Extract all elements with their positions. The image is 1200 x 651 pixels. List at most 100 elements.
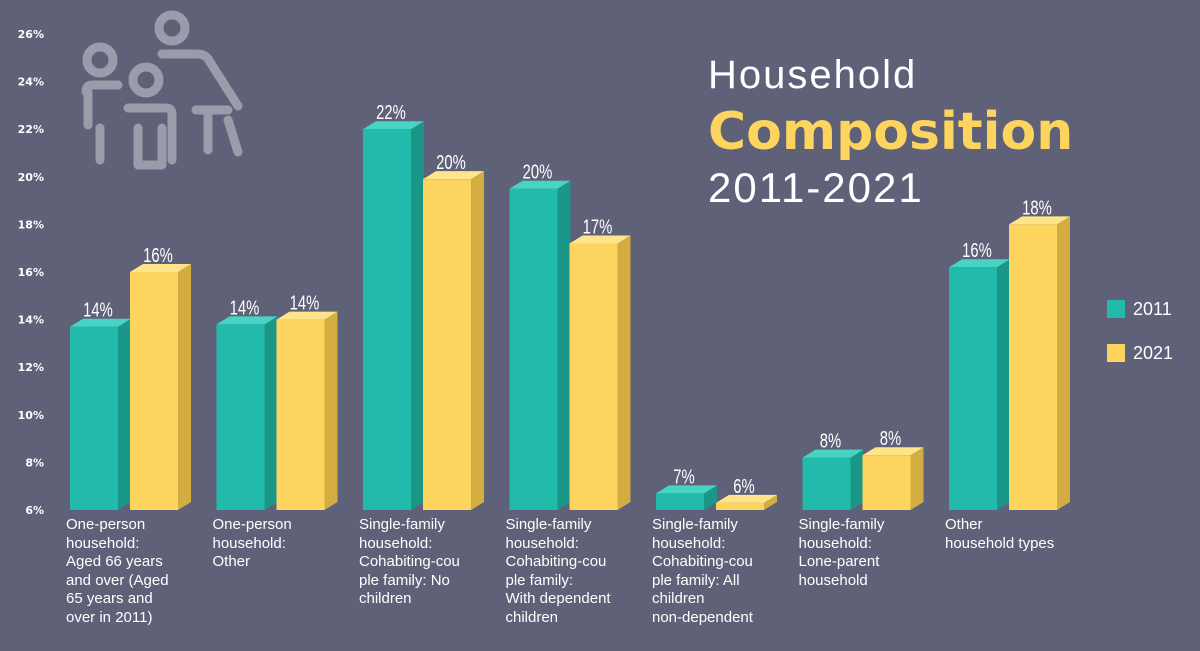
category-label-line: Single-family — [652, 516, 738, 533]
category-label-line: household — [798, 571, 868, 589]
bar-2011-2-top — [363, 121, 424, 130]
category-label-line: ple family: — [505, 571, 574, 589]
bar-2011-4-top — [656, 485, 717, 494]
bar-2021-2 — [423, 179, 471, 510]
category-label-line: and over (Aged — [66, 571, 169, 589]
legend-item-2021: 2021 — [1107, 338, 1173, 368]
title-line-household: Household — [708, 53, 918, 97]
category-label-line: One-person — [212, 516, 292, 533]
legend: 2011 2021 — [1107, 294, 1173, 382]
bar-2021-4 — [716, 502, 764, 510]
category-label-line: Aged 66 years — [66, 553, 163, 570]
category-label-5: Single-family household: Lone-parent househ… — [799, 516, 949, 590]
data-label-2011-6: 16% — [962, 239, 992, 262]
bar-2011-2 — [363, 129, 411, 510]
bar-2011-2-side — [411, 121, 424, 510]
data-label-2021-6: 18% — [1022, 196, 1052, 219]
title-line-years: 2011-2021 — [708, 164, 924, 211]
category-label-line: household: — [359, 534, 433, 552]
category-label-line: children — [359, 590, 412, 607]
category-label-6: Other household types — [945, 516, 1095, 553]
bar-2011-1-top — [216, 316, 278, 325]
bar-2021-5-top — [862, 447, 924, 456]
category-label-line: household: — [505, 534, 579, 552]
bar-2011-1 — [216, 324, 265, 510]
bar-2011-0-side — [118, 318, 131, 510]
bar-2011-4 — [656, 493, 704, 510]
data-label-2021-0: 16% — [143, 244, 173, 267]
bar-2021-3-top — [569, 235, 631, 244]
bar-2021-0-top — [130, 264, 191, 272]
title-line-composition: Composition — [708, 102, 1074, 162]
category-label-line: Cohabiting-cou — [652, 553, 753, 570]
bar-2021-2-top — [423, 171, 484, 180]
category-label-line: Cohabiting-cou — [359, 553, 460, 570]
y-tick-label: 20% — [18, 171, 44, 184]
category-label-2: Single-family household: Cohabiting-cou ple… — [359, 516, 509, 609]
bar-2011-5-top — [802, 449, 864, 458]
legend-swatch-2011 — [1107, 300, 1125, 318]
bar-2011-6-top — [949, 259, 1010, 268]
legend-swatch-2021 — [1107, 344, 1125, 362]
data-label-2021-4: 6% — [733, 475, 754, 498]
bar-2021-3-side — [617, 235, 631, 510]
category-label-0: One-person household: Aged 66 years and ove… — [66, 516, 216, 627]
bar-2011-3-top — [509, 180, 571, 189]
category-label-line: household: — [798, 534, 872, 552]
y-tick-label: 8% — [25, 456, 44, 469]
bar-2021-2-side — [471, 171, 484, 510]
category-label-line: household: — [652, 534, 726, 552]
category-label-line: Other — [212, 553, 251, 570]
category-label-line: Single-family — [505, 516, 592, 533]
category-label-line: One-person — [66, 516, 146, 533]
data-label-2011-2: 22% — [376, 101, 406, 124]
bar-2021-0 — [130, 272, 178, 510]
y-tick-label: 10% — [18, 409, 44, 422]
bar-2021-6 — [1009, 224, 1057, 510]
bar-2021-6-side — [1057, 216, 1070, 510]
bar-2021-0-side — [178, 264, 191, 510]
family-people-icon — [81, 10, 243, 170]
category-label-4: Single-family household: Cohabiting-cou ple… — [652, 516, 802, 627]
data-label-2011-4: 7% — [673, 465, 694, 488]
bar-2021-4-top — [716, 494, 777, 503]
y-tick-label: 6% — [25, 504, 44, 517]
category-label-line: ple family: All — [652, 571, 740, 589]
category-label-line: Lone-parent — [798, 553, 880, 570]
y-tick-label: 16% — [18, 266, 44, 279]
bar-2021-3 — [569, 243, 618, 510]
bar-2021-6-top — [1009, 216, 1070, 225]
data-label-2021-3: 17% — [583, 215, 613, 238]
legend-item-2011: 2011 — [1107, 294, 1173, 324]
bar-2021-1-side — [324, 311, 338, 510]
category-label-3: Single-family household: Cohabiting-cou ple… — [506, 516, 656, 627]
data-label-2011-5: 8% — [820, 429, 841, 452]
category-label-line: Cohabiting-cou — [505, 553, 607, 570]
category-label-line: household: — [212, 534, 286, 552]
bar-2011-0-top — [70, 318, 131, 327]
data-label-2011-0: 14% — [83, 299, 113, 322]
title-block: Household Composition 2011-2021 — [708, 52, 1073, 212]
bar-2021-1 — [276, 319, 325, 510]
category-label-1: One-person household: Other — [213, 516, 363, 572]
category-label-line: children — [505, 608, 559, 626]
data-label-2021-2: 20% — [436, 151, 466, 174]
legend-label-2021: 2021 — [1133, 342, 1174, 363]
y-tick-label: 18% — [18, 218, 44, 231]
bar-2021-4-side — [764, 494, 777, 510]
data-label-2011-1: 14% — [230, 296, 260, 319]
bar-2011-3 — [509, 188, 558, 510]
y-tick-label: 26% — [18, 28, 44, 41]
category-label-line: ple family: No — [359, 571, 450, 589]
category-label-line: Single-family — [359, 516, 445, 533]
y-tick-label: 12% — [18, 361, 44, 374]
bar-2011-1-side — [264, 316, 278, 510]
category-label-line: household: — [66, 534, 140, 552]
legend-label-2011: 2011 — [1133, 298, 1172, 319]
bar-2021-5 — [862, 455, 911, 510]
bar-2011-0 — [70, 326, 118, 510]
bar-2011-6 — [949, 267, 997, 510]
bar-2011-5-side — [850, 449, 864, 510]
category-label-line: children — [652, 590, 705, 607]
